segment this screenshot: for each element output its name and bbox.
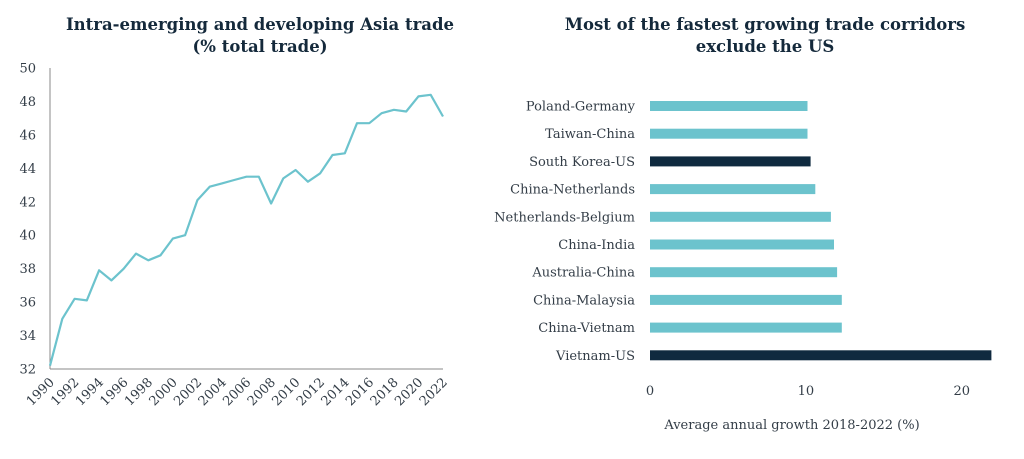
bar-china-malaysia [650, 294, 842, 305]
x-tick-label: 2022 [417, 375, 451, 409]
line-chart-series [48, 93, 444, 366]
category-label: China-India [558, 238, 635, 253]
line-chart-axes [49, 68, 443, 370]
line-chart-title-line-1: Intra-emerging and developing Asia trade [66, 15, 454, 34]
x-tick-label: 0 [646, 384, 654, 399]
series-line [48, 93, 444, 366]
category-label: China-Netherlands [510, 183, 635, 198]
bar-chart-x-ticks: 0 10 20 [646, 384, 970, 399]
y-tick-label: 50 [19, 62, 36, 77]
category-label: China-Vietnam [538, 321, 635, 336]
bar-chart-title-line-2: exclude the US [696, 37, 835, 56]
category-label: China-Malaysia [533, 293, 635, 308]
bar-poland-germany [650, 101, 808, 111]
bar-chart-x-axis-label: Average annual growth 2018-2022 (%) [663, 418, 919, 433]
category-label: Taiwan-China [545, 127, 635, 142]
category-label: Poland-Germany [526, 100, 636, 115]
line-chart-intra-asia-trade: Intra-emerging and developing Asia trade… [19, 15, 454, 409]
category-label: South Korea-US [529, 155, 635, 170]
bar-china-vietnam [650, 322, 842, 333]
bar-australia-china [650, 267, 838, 278]
bar-south-korea-us [650, 156, 811, 167]
line-chart-title-line-2: (% total trade) [192, 37, 327, 56]
category-label: Netherlands-Belgium [494, 210, 635, 225]
x-tick-label: 20 [954, 384, 971, 399]
bar-chart-bars [650, 101, 992, 361]
y-tick-label: 40 [19, 229, 36, 244]
category-label: Australia-China [531, 266, 635, 281]
bar-chart-title-line-1: Most of the fastest growing trade corrid… [565, 15, 966, 34]
y-tick-label: 32 [19, 363, 36, 378]
bar-vietnam-us [650, 350, 992, 361]
y-tick-label: 38 [19, 262, 36, 277]
x-tick-label: 10 [798, 384, 815, 399]
bar-china-netherlands [650, 184, 816, 195]
bar-china-india [650, 239, 834, 250]
bar-taiwan-china [650, 128, 808, 139]
y-tick-label: 46 [19, 128, 36, 143]
line-chart-x-ticks: 1990199219941996199820002002200420062008… [24, 375, 451, 409]
bar-chart-trade-corridors: Most of the fastest growing trade corrid… [494, 15, 992, 433]
bar-netherlands-belgium [650, 211, 831, 222]
y-tick-label: 48 [19, 95, 36, 110]
y-tick-label: 36 [19, 296, 36, 311]
y-tick-label: 44 [19, 162, 36, 177]
y-tick-label: 42 [19, 195, 36, 210]
y-tick-label: 34 [19, 329, 36, 344]
bar-chart-category-labels: Poland-Germany Taiwan-China South Korea-US… [494, 100, 635, 364]
line-chart-y-ticks: 32 34 36 38 40 42 44 46 48 50 [19, 62, 36, 378]
category-label: Vietnam-US [555, 349, 635, 364]
